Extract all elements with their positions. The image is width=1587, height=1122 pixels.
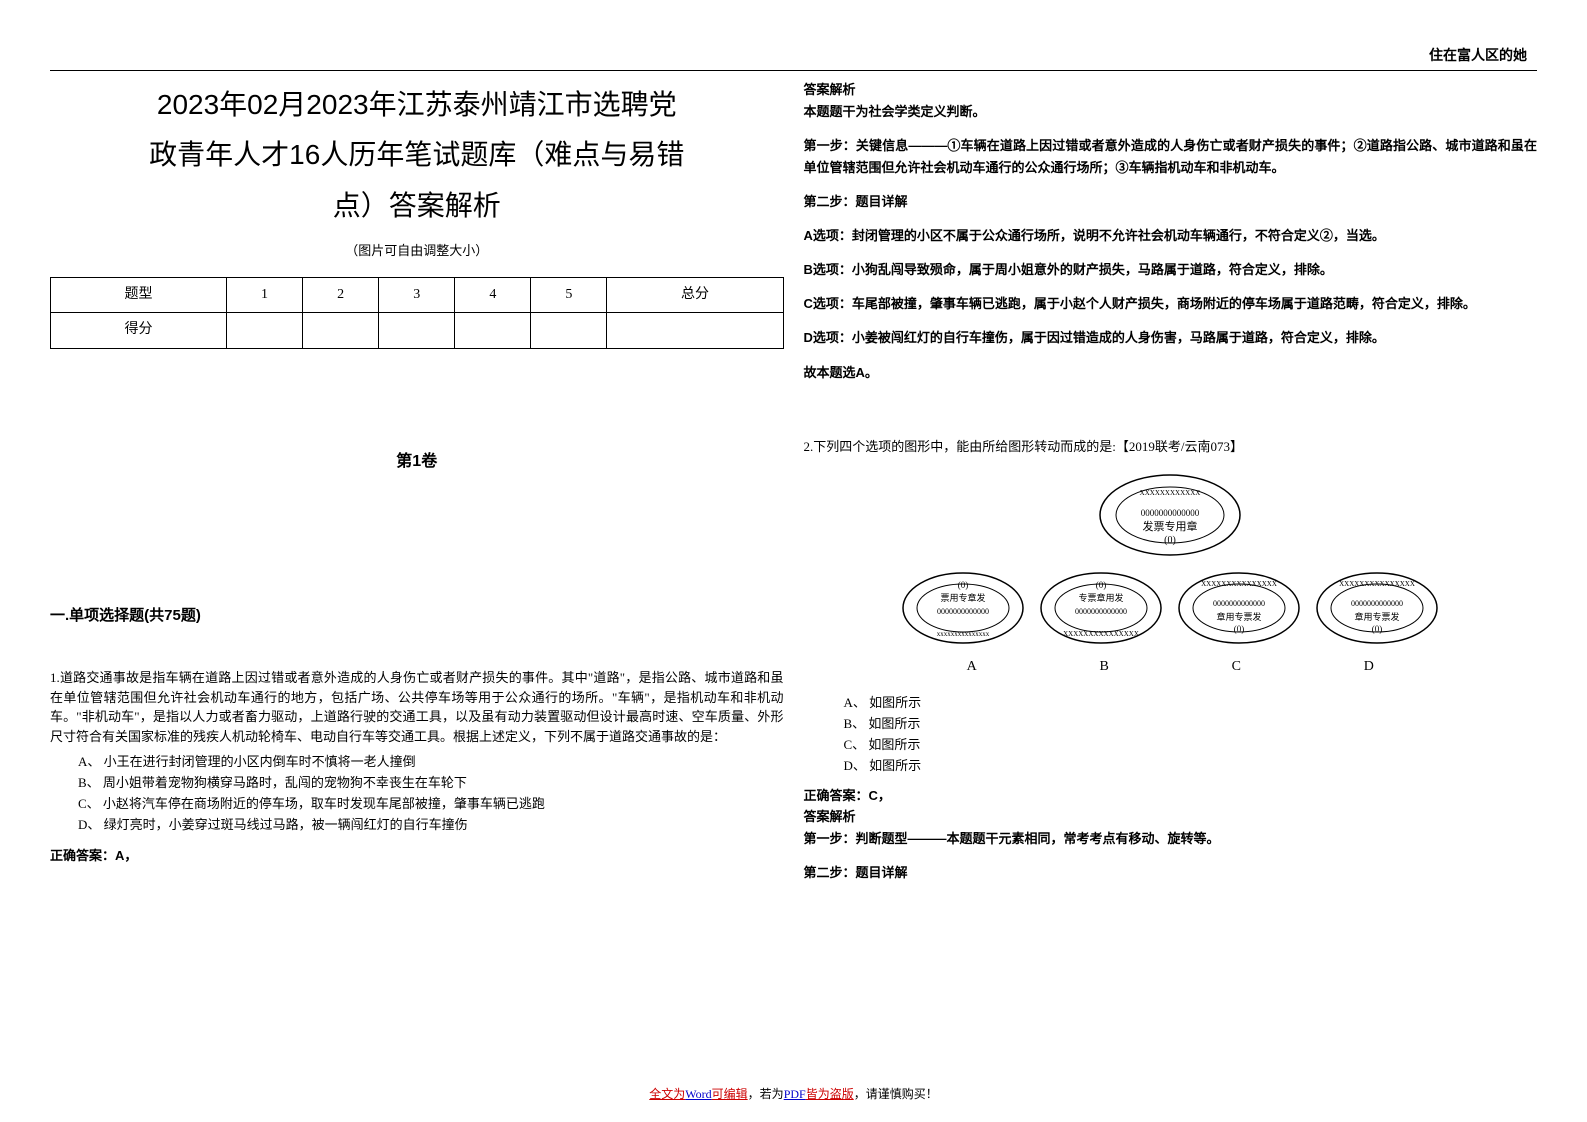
- svg-text:(0): (0): [1372, 624, 1383, 634]
- table-row: 得分: [51, 313, 784, 348]
- cell-score: 得分: [51, 313, 227, 348]
- stamp-main-code: (0): [1164, 535, 1176, 546]
- footer-pdf: PDF: [784, 1087, 806, 1101]
- footer-part1: 全文为: [649, 1087, 685, 1101]
- left-column: 2023年02月2023年江苏泰州靖江市选聘党 政青年人才16人历年笔试题库（难…: [50, 80, 784, 960]
- subtitle: （图片可自由调整大小）: [50, 241, 784, 262]
- svg-text:章用专票发: 章用专票发: [1355, 611, 1400, 622]
- q2-step1: 第一步：判断题型———本题题干元素相同，常考考点有移动、旋转等。: [804, 828, 1538, 850]
- analysis-step1: 第一步：关键信息———①车辆在道路上因过错或者意外造成的人身伤亡或者财产损失的事…: [804, 135, 1538, 179]
- title-line-2: 政青年人才16人历年笔试题库（难点与易错: [149, 139, 684, 170]
- svg-text:(0): (0): [1096, 580, 1107, 590]
- label-d: D: [1364, 656, 1374, 678]
- q2-option-a: A、 如图所示: [804, 693, 1538, 714]
- analysis-intro: 本题题干为社会学类定义判断。: [804, 101, 1538, 123]
- analysis-conclusion: 故本题选A。: [804, 362, 1538, 384]
- cell-total: 总分: [607, 277, 783, 312]
- svg-text:专票章用发: 专票章用发: [1079, 592, 1124, 603]
- cell: 4: [455, 277, 531, 312]
- cell: 1: [226, 277, 302, 312]
- q2-option-c: C、 如图所示: [804, 735, 1538, 756]
- footer-warning: 全文为Word可编辑，若为PDF皆为盗版，请谨慎购买！: [0, 1085, 1587, 1102]
- q2-correct-answer: 正确答案：C，: [804, 786, 1538, 807]
- svg-text:0000000000000: 0000000000000: [1141, 508, 1200, 518]
- label-a: A: [967, 656, 977, 678]
- two-column-layout: 2023年02月2023年江苏泰州靖江市选聘党 政青年人才16人历年笔试题库（难…: [50, 80, 1537, 960]
- analysis-step2-a: A选项：封闭管理的小区不属于公众通行场所，说明不允许社会机动车辆通行，不符合定义…: [804, 225, 1538, 247]
- analysis-step2-d: D选项：小姜被闯红灯的自行车撞伤，属于因过错造成的人身伤害，马路属于道路，符合定…: [804, 327, 1538, 349]
- q2-stem: 2.下列四个选项的图形中，能由所给图形转动而成的是:【2019联考/云南073】: [804, 436, 1538, 458]
- title-line-1: 2023年02月2023年江苏泰州靖江市选聘党: [157, 89, 677, 120]
- svg-text:(0): (0): [1234, 624, 1245, 634]
- svg-text:票用专章发: 票用专章发: [941, 592, 986, 603]
- cell: [531, 313, 607, 348]
- analysis-step2-c: C选项：车尾部被撞，肇事车辆已逃跑，属于小赵个人财产损失，商场附近的停车场属于道…: [804, 293, 1538, 315]
- q1-stem: 1.道路交通事故是指车辆在道路上因过错或者意外造成的人身伤亡或者财产损失的事件。…: [50, 668, 784, 746]
- table-row: 题型 1 2 3 4 5 总分: [51, 277, 784, 312]
- q2-figure: XXXXXXXXXXXX 0000000000000 发票专用章 (0) (0)…: [804, 470, 1538, 678]
- svg-text:xxxxxxxxxxxxxxx: xxxxxxxxxxxxxxx: [937, 630, 990, 638]
- footer-part6: 皆为盗版: [806, 1087, 854, 1101]
- q2-option-d: D、 如图所示: [804, 756, 1538, 777]
- cell-type: 题型: [51, 277, 227, 312]
- cell: [455, 313, 531, 348]
- svg-text:0000000000000: 0000000000000: [937, 607, 989, 616]
- footer-part3: 可编辑: [712, 1087, 748, 1101]
- svg-text:(0): (0): [958, 580, 969, 590]
- document-title: 2023年02月2023年江苏泰州靖江市选聘党 政青年人才16人历年笔试题库（难…: [50, 80, 784, 231]
- cell: 5: [531, 277, 607, 312]
- stamp-main-icon: XXXXXXXXXXXX 0000000000000 发票专用章 (0): [1095, 470, 1245, 560]
- label-c: C: [1232, 656, 1241, 678]
- stamp-a-icon: (0) 票用专章发 0000000000000 xxxxxxxxxxxxxxx: [898, 568, 1028, 648]
- stamp-b-icon: (0) 专票章用发 0000000000000 XXXXXXXXXXXXXXX: [1036, 568, 1166, 648]
- option-label-row: A B C D: [905, 656, 1435, 678]
- svg-text:XXXXXXXXXXXXXXX: XXXXXXXXXXXXXXX: [1339, 580, 1415, 588]
- cell: [379, 313, 455, 348]
- q1-correct-answer: 正确答案：A，: [50, 846, 784, 867]
- footer-part4: ，若为: [748, 1087, 784, 1101]
- svg-text:0000000000000: 0000000000000: [1351, 599, 1403, 608]
- q2-option-b: B、 如图所示: [804, 714, 1538, 735]
- cell: [607, 313, 783, 348]
- cell: [226, 313, 302, 348]
- q1-option-b: B、 周小姐带着宠物狗横穿马路时，乱闯的宠物狗不幸丧生在车轮下: [50, 773, 784, 794]
- header-divider: [50, 70, 1537, 71]
- stamp-d-icon: XXXXXXXXXXXXXXX 0000000000000 章用专票发 (0): [1312, 568, 1442, 648]
- stamp-c-icon: XXXXXXXXXXXXXXX 0000000000000 章用专票发 (0): [1174, 568, 1304, 648]
- q2-analysis-heading: 答案解析: [804, 807, 1538, 828]
- stamp-main-row: XXXXXXXXXXXX 0000000000000 发票专用章 (0): [804, 470, 1538, 560]
- right-column: 答案解析 本题题干为社会学类定义判断。 第一步：关键信息———①车辆在道路上因过…: [804, 80, 1538, 960]
- svg-text:0000000000000: 0000000000000: [1075, 607, 1127, 616]
- q2-step2-label: 第二步：题目详解: [804, 862, 1538, 884]
- footer-word: Word: [685, 1087, 711, 1101]
- analysis-heading: 答案解析: [804, 80, 1538, 101]
- score-table: 题型 1 2 3 4 5 总分 得分: [50, 277, 784, 349]
- analysis-step2-label: 第二步：题目详解: [804, 191, 1538, 213]
- svg-text:章用专票发: 章用专票发: [1217, 611, 1262, 622]
- stamp-main-text: 发票专用章: [1143, 519, 1198, 533]
- footer-part7: ，请谨慎购买！: [854, 1087, 938, 1101]
- cell: 3: [379, 277, 455, 312]
- volume-heading: 第1卷: [50, 449, 784, 475]
- q1-option-c: C、 小赵将汽车停在商场附近的停车场，取车时发现车尾部被撞，肇事车辆已逃跑: [50, 794, 784, 815]
- q1-option-d: D、 绿灯亮时，小姜穿过斑马线过马路，被一辆闯红灯的自行车撞伤: [50, 815, 784, 836]
- stamp-options-row: (0) 票用专章发 0000000000000 xxxxxxxxxxxxxxx …: [804, 568, 1538, 648]
- label-b: B: [1100, 656, 1109, 678]
- svg-text:XXXXXXXXXXXXXXX: XXXXXXXXXXXXXXX: [1063, 630, 1139, 638]
- svg-text:XXXXXXXXXXXXXXX: XXXXXXXXXXXXXXX: [1201, 580, 1277, 588]
- section-heading: 一.单项选择题(共75题): [50, 604, 784, 628]
- cell: [303, 313, 379, 348]
- svg-text:0000000000000: 0000000000000: [1213, 599, 1265, 608]
- cell: 2: [303, 277, 379, 312]
- analysis-step2-b: B选项：小狗乱闯导致殒命，属于周小姐意外的财产损失，马路属于道路，符合定义，排除…: [804, 259, 1538, 281]
- header-right-text: 住在富人区的她: [1429, 45, 1527, 65]
- q1-option-a: A、 小王在进行封闭管理的小区内倒车时不慎将一老人撞倒: [50, 752, 784, 773]
- title-line-3: 点）答案解析: [333, 190, 501, 221]
- stamp-x-top: XXXXXXXXXXXX: [1140, 489, 1201, 497]
